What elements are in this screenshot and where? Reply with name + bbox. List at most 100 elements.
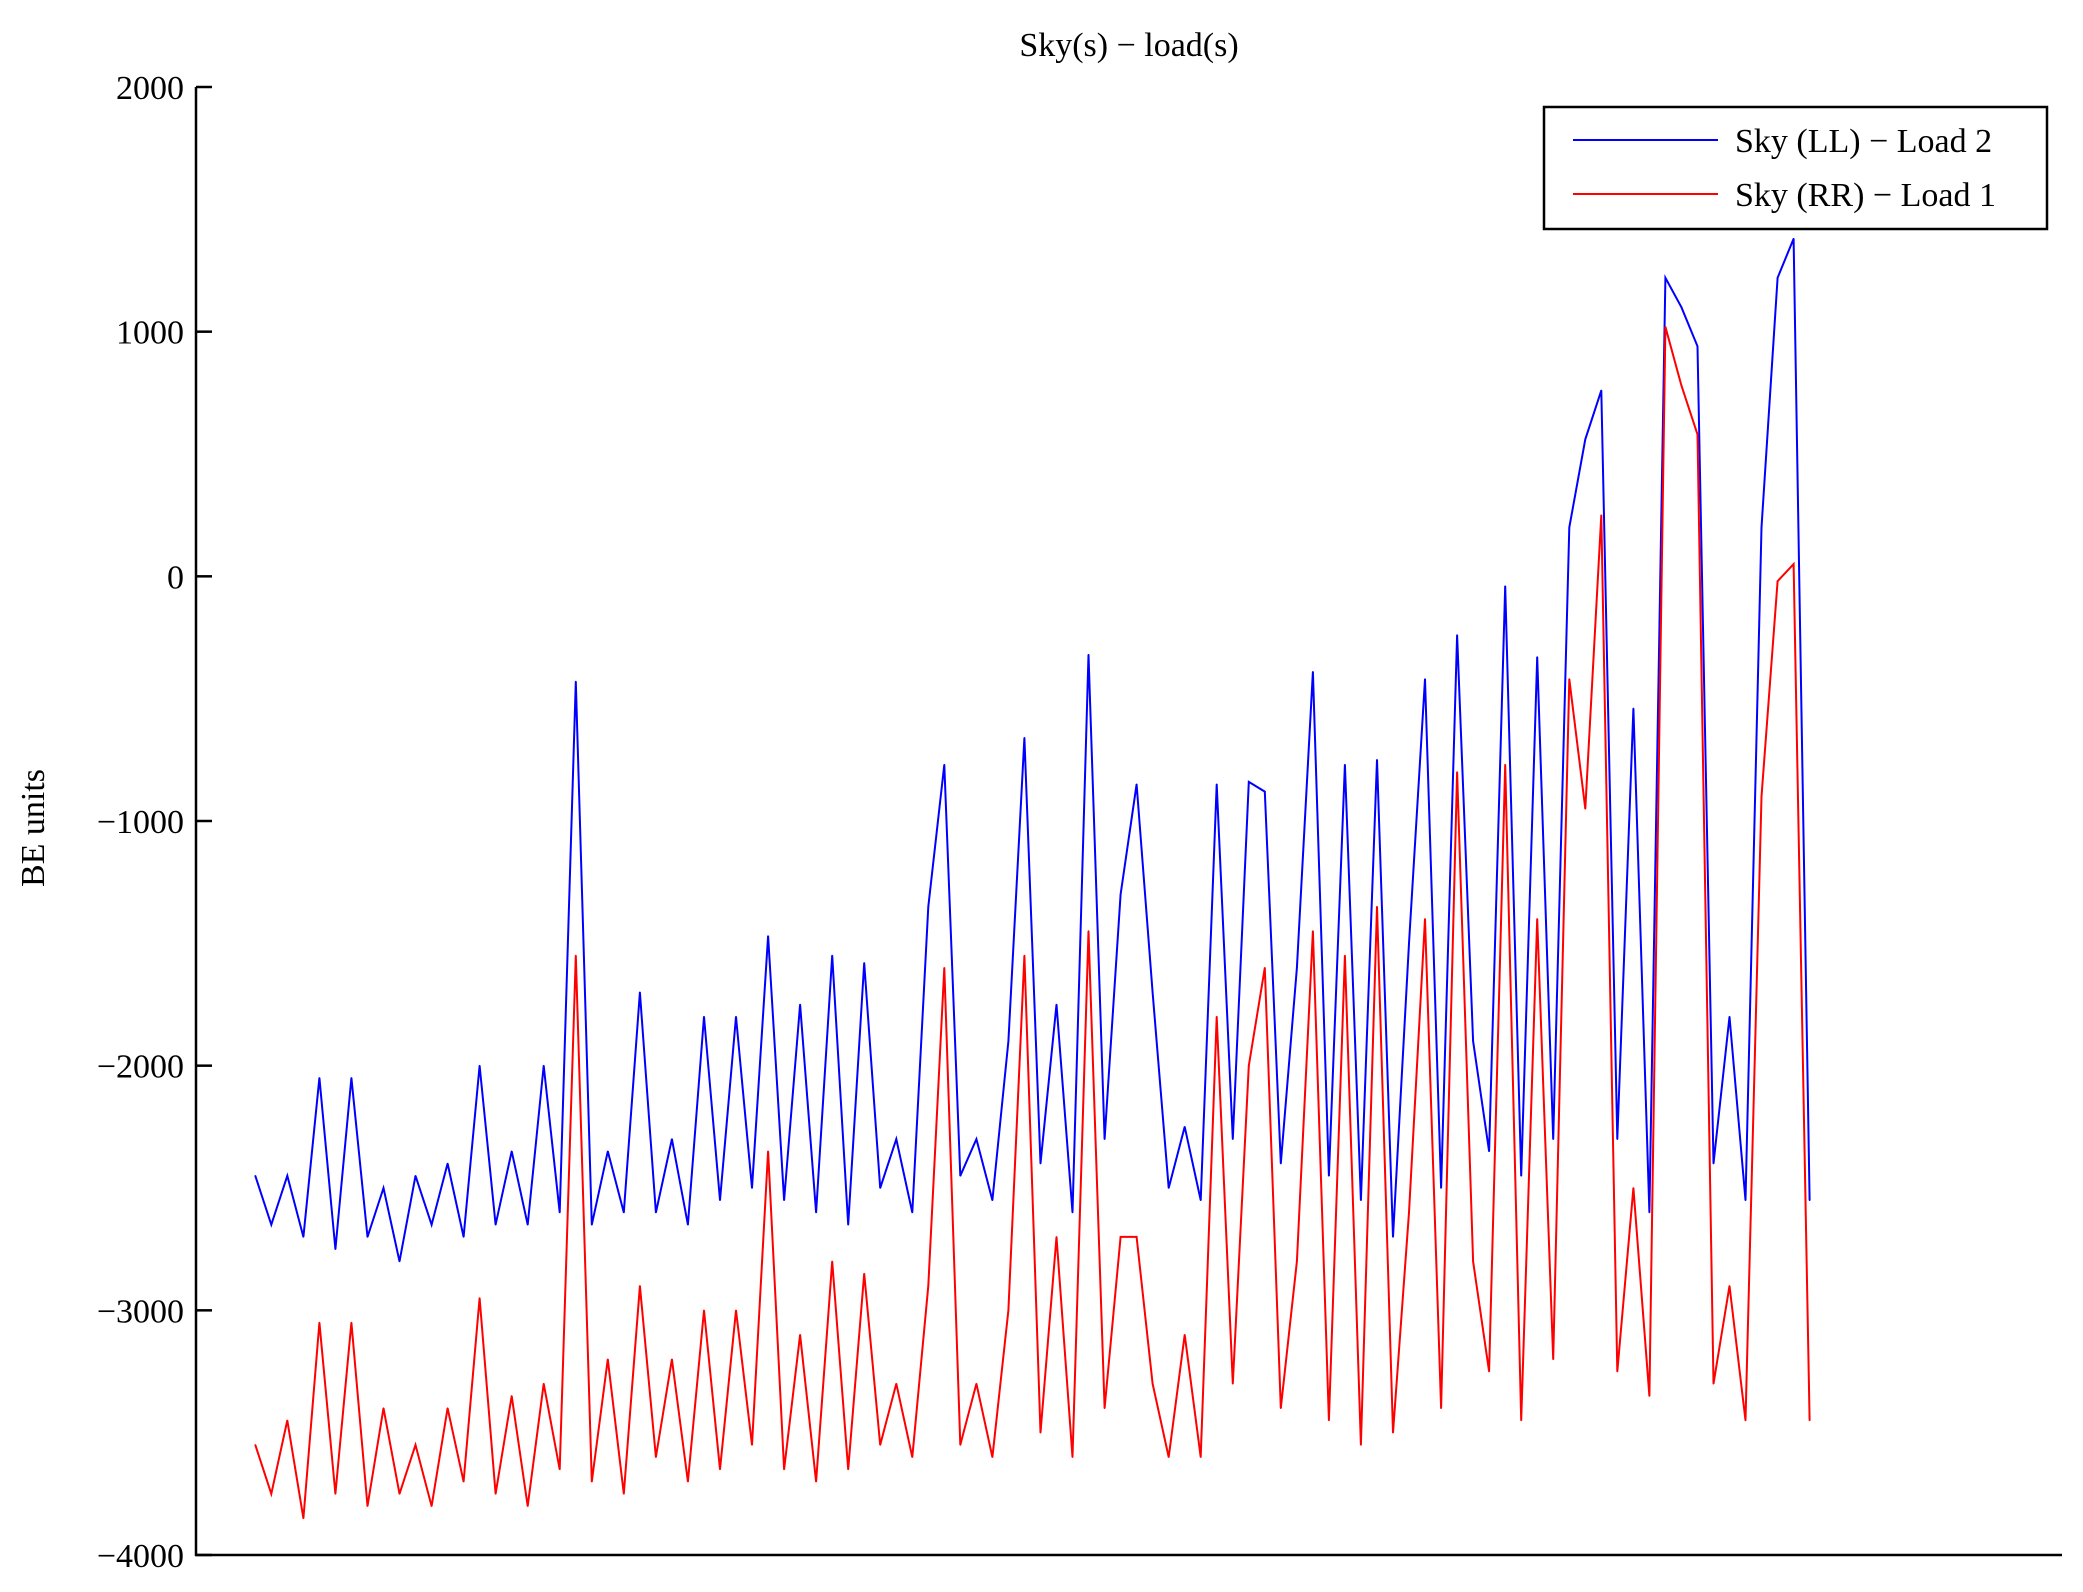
data-point <box>863 962 866 964</box>
data-point <box>1552 1358 1555 1361</box>
data-point <box>1055 1003 1058 1006</box>
data-point <box>1231 1382 1234 1385</box>
data-point <box>590 1223 593 1226</box>
data-point <box>1280 1162 1282 1165</box>
data-point <box>735 1015 737 1018</box>
data-point <box>1039 1431 1042 1434</box>
data-point <box>1520 1174 1522 1177</box>
data-point <box>1712 1382 1715 1385</box>
chart-title: Sky(s) − load(s) <box>1019 27 1238 64</box>
data-point <box>607 1358 609 1361</box>
data-point <box>1215 1015 1218 1018</box>
data-point <box>1648 1395 1651 1397</box>
data-point <box>1135 783 1138 786</box>
data-point <box>414 1174 417 1177</box>
data-point <box>478 1297 481 1299</box>
data-point <box>1247 1064 1250 1067</box>
data-point <box>943 967 946 969</box>
data-point <box>1696 433 1699 436</box>
data-point <box>1472 1040 1474 1042</box>
data-point <box>815 1480 817 1483</box>
data-point <box>462 1480 465 1483</box>
data-point <box>574 954 577 957</box>
data-point <box>1728 1015 1731 1018</box>
data-point <box>1488 1370 1490 1373</box>
data-point <box>1808 1419 1811 1422</box>
data-point <box>382 1407 385 1409</box>
data-point <box>1247 781 1250 783</box>
data-point <box>1616 1370 1619 1373</box>
data-point <box>847 1468 849 1471</box>
data-point <box>879 1187 882 1189</box>
data-point <box>895 1382 898 1385</box>
data-point <box>671 1358 673 1361</box>
data-point <box>1151 991 1154 994</box>
y-tick-label: −4000 <box>97 1538 184 1575</box>
data-point <box>1312 670 1314 673</box>
data-point <box>1568 678 1571 680</box>
y-tick-label: −1000 <box>97 804 184 841</box>
data-point <box>799 1334 801 1336</box>
data-point <box>430 1505 433 1507</box>
data-point <box>302 1236 305 1238</box>
data-point <box>526 1505 529 1507</box>
data-point <box>286 1174 289 1177</box>
data-point <box>639 1285 641 1287</box>
data-point <box>975 1138 978 1140</box>
data-point <box>1536 656 1539 658</box>
data-point <box>462 1236 465 1238</box>
data-point <box>1440 1407 1442 1409</box>
data-point <box>1520 1419 1522 1422</box>
legend: Sky (LL) − Load 2 Sky (RR) − Load 1 <box>1542 105 2049 231</box>
data-point <box>430 1223 433 1226</box>
data-point <box>815 1211 817 1214</box>
data-point <box>735 1309 737 1312</box>
legend-label-rr: Sky (RR) − Load 1 <box>1735 177 1996 214</box>
data-point <box>542 1064 545 1067</box>
data-point <box>1504 585 1506 587</box>
data-point <box>1744 1419 1747 1422</box>
data-point <box>1103 1407 1106 1409</box>
data-point <box>494 1493 497 1495</box>
data-point <box>1199 1456 1202 1458</box>
data-point <box>911 1211 914 1214</box>
data-point <box>959 1444 962 1446</box>
data-point <box>1632 707 1635 710</box>
data-point <box>1039 1162 1042 1165</box>
legend-label-ll: Sky (LL) − Load 2 <box>1735 123 1992 160</box>
data-point <box>494 1223 497 1226</box>
data-point <box>943 763 946 766</box>
data-point <box>991 1199 994 1202</box>
data-point <box>302 1517 305 1520</box>
data-point <box>510 1150 513 1153</box>
data-point <box>254 1444 257 1446</box>
y-ticks: 2000 1000 0 −1000 −2000 −3000 −4000 <box>97 70 212 1575</box>
data-point <box>687 1480 689 1483</box>
data-point <box>687 1223 689 1226</box>
data-point <box>350 1321 353 1324</box>
data-point <box>1119 1236 1122 1238</box>
data-point <box>1584 807 1587 810</box>
data-point <box>1135 1236 1138 1238</box>
data-point <box>927 905 930 908</box>
data-point <box>927 1285 930 1287</box>
data-point <box>799 1003 801 1006</box>
data-point <box>1023 954 1026 957</box>
data-point <box>1344 954 1346 957</box>
data-point <box>863 1272 866 1275</box>
data-point <box>254 1174 257 1177</box>
legend-box <box>1542 105 2049 231</box>
data-point <box>703 1309 705 1312</box>
data-point <box>1344 763 1346 766</box>
data-point <box>719 1468 721 1471</box>
data-point <box>767 1150 769 1153</box>
data-point <box>831 954 833 957</box>
data-point <box>334 1248 337 1250</box>
data-point <box>1568 526 1571 529</box>
data-point <box>270 1493 273 1495</box>
data-point <box>398 1493 401 1495</box>
data-point <box>1167 1187 1170 1189</box>
data-point <box>1536 918 1539 920</box>
data-point <box>1424 678 1426 680</box>
data-point <box>895 1138 898 1140</box>
